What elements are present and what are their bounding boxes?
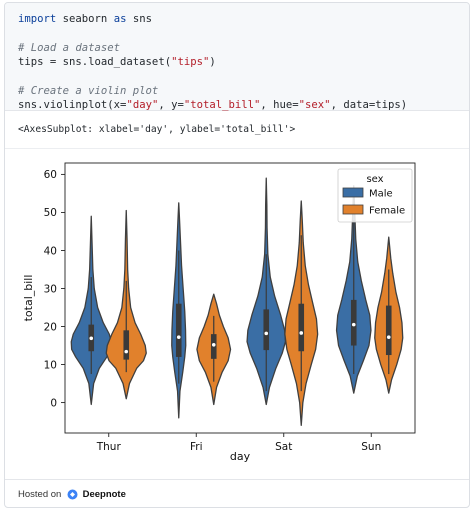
deepnote-logo-icon[interactable] (67, 489, 78, 500)
notebook-cell: import seaborn as sns # Load a dataset t… (4, 2, 470, 508)
x-axis-label: day (230, 450, 251, 463)
legend-entry-male: Male (369, 189, 393, 200)
violin-median (386, 335, 391, 339)
code-keyword: as (113, 13, 127, 25)
violin-median (176, 335, 181, 339)
violin-iqr-box (123, 330, 130, 360)
footer-brand-link[interactable]: Deepnote (82, 489, 126, 501)
violin-iqr-box (298, 303, 305, 352)
legend-swatch-male (342, 187, 364, 198)
code-string: "tips" (171, 56, 210, 69)
legend-title: sex (366, 174, 383, 185)
y-tick-label: 40 (44, 245, 57, 257)
code-keyword: import (18, 13, 57, 25)
y-axis-label: total_bill (22, 275, 35, 322)
code-text: seaborn (56, 13, 114, 25)
code-line-load: tips = sns.load_dataset("tips") (18, 55, 469, 69)
violin-iqr-box (385, 305, 392, 356)
code-line-violin: sns.violinplot(x="day", y="total_bill", … (18, 98, 469, 112)
x-tick-label: Sat (275, 441, 292, 453)
code-string: "total_bill" (183, 99, 261, 112)
code-line-import: import seaborn as sns (18, 12, 469, 26)
code-line-blank (18, 26, 469, 40)
violin-median (264, 331, 269, 336)
code-line-blank (18, 70, 469, 84)
violin-median (211, 342, 216, 347)
legend: sex Male Female (337, 168, 413, 223)
y-tick-label: 30 (44, 283, 57, 295)
legend-entry-female: Female (369, 206, 405, 217)
violin-iqr-box (175, 303, 182, 357)
violin-median (299, 331, 304, 335)
x-tick-label: Fri (190, 441, 203, 453)
code-text: sns.violinplot(x= (18, 99, 127, 112)
violin-plot: 0 10 20 30 40 50 60 Thur Fri Sat Sun day total_bil… (22, 162, 416, 463)
violin-median (124, 349, 129, 354)
legend-swatch-female (342, 204, 364, 215)
code-text: ) (209, 56, 216, 69)
y-tick-label: 0 (50, 397, 57, 409)
code-comment: # Load a dataset (18, 41, 121, 54)
y-tick-label: 10 (44, 359, 57, 371)
violin-iqr-box (263, 309, 270, 351)
footer: Hosted on Deepnote (5, 479, 469, 507)
y-tick-label: 60 (44, 169, 57, 181)
code-comment: # Create a violin plot (18, 84, 159, 97)
code-text: , hue= (260, 99, 299, 112)
plot-frame (64, 162, 416, 434)
violin-median (89, 336, 94, 341)
footer-prefix: Hosted on (18, 489, 62, 501)
x-tick-label: Thur (96, 441, 122, 453)
code-text: , data=tips) (330, 99, 408, 112)
code-text: tips = sns.load_dataset( (18, 56, 172, 69)
code-string: "sex" (298, 99, 331, 112)
code-block[interactable]: import seaborn as sns # Load a dataset t… (5, 3, 469, 111)
violin-iqr-box (350, 299, 357, 346)
cell-output-text: <AxesSubplot: xlabel='day', ylabel='tota… (5, 111, 469, 149)
code-text: , y= (158, 99, 184, 112)
code-string: "day" (126, 99, 159, 112)
violin-median (351, 322, 356, 327)
y-tick-label: 20 (44, 321, 57, 333)
code-text: sns (126, 13, 152, 25)
x-tick-label: Sun (361, 441, 381, 453)
y-tick-label: 50 (44, 207, 57, 219)
